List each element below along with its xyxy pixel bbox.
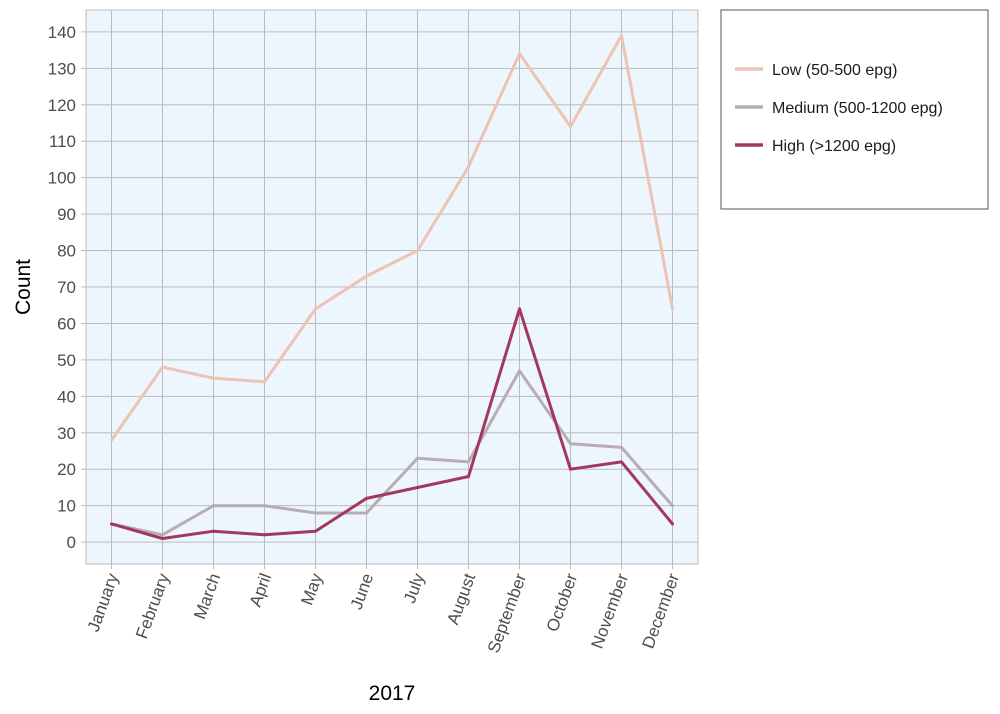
data-point [212, 376, 215, 380]
y-axis-ticks: 0 10 20 30 40 50 60 70 80 90 100 110 120 130 140 [48, 23, 86, 552]
y-tick-label: 140 [48, 23, 76, 42]
data-point [314, 511, 317, 515]
data-point [161, 533, 164, 537]
x-tick-label: April [246, 571, 275, 609]
y-tick-label: 60 [57, 314, 76, 333]
data-point [467, 165, 470, 169]
x-tick-label: March [190, 571, 224, 622]
series-line-0 [110, 34, 674, 442]
legend-label: Low (50-500 epg) [772, 62, 897, 79]
data-point [671, 522, 674, 526]
x-tick-label: October [543, 571, 582, 635]
data-point [569, 125, 572, 129]
data-point [467, 475, 470, 479]
data-point [365, 496, 368, 500]
x-tick-label: June [347, 571, 377, 612]
x-tick-label: May [297, 570, 326, 607]
data-point [569, 442, 572, 446]
y-tick-label: 80 [57, 242, 76, 261]
x-tick-label: December [639, 571, 684, 652]
x-axis-ticks: January February March April May June July Augu… [84, 564, 684, 656]
legend-label: High (>1200 epg) [772, 138, 896, 155]
data-point [416, 249, 419, 253]
y-tick-label: 110 [49, 132, 76, 151]
data-point [416, 485, 419, 489]
y-tick-label: 120 [48, 96, 76, 115]
data-point [518, 52, 521, 56]
data-point [110, 522, 113, 526]
legend-label: Medium (500-1200 epg) [772, 100, 943, 117]
data-point [620, 34, 623, 38]
x-axis-title: 2017 [369, 682, 416, 705]
y-tick-label: 50 [57, 351, 76, 370]
data-point [416, 456, 419, 460]
y-tick-label: 70 [57, 278, 76, 297]
series-lines [110, 34, 674, 540]
y-tick-label: 10 [57, 497, 76, 516]
legend-box [720, 9, 989, 210]
data-point [263, 533, 266, 537]
data-point [263, 380, 266, 384]
x-tick-label: January [84, 570, 123, 634]
data-point [161, 365, 164, 369]
x-tick-label: September [484, 571, 530, 656]
y-tick-label: 0 [67, 533, 76, 552]
y-tick-label: 20 [57, 460, 76, 479]
x-tick-label: February [132, 570, 173, 641]
data-point [161, 536, 164, 540]
y-tick-label: 40 [57, 387, 76, 406]
gridlines [86, 10, 698, 564]
data-point [620, 460, 623, 464]
x-tick-label: November [588, 571, 633, 652]
data-point [620, 445, 623, 449]
data-point [467, 460, 470, 464]
series-line-2 [110, 307, 674, 540]
y-tick-label: 30 [57, 424, 76, 443]
data-point [110, 438, 113, 442]
x-tick-label: July [400, 570, 428, 605]
data-point [569, 467, 572, 471]
data-point [671, 504, 674, 508]
y-axis-title: Count [12, 259, 35, 315]
data-point [314, 307, 317, 311]
y-tick-label: 100 [48, 169, 76, 188]
y-tick-label: 130 [48, 59, 76, 78]
data-point [365, 274, 368, 278]
data-point [671, 307, 674, 311]
y-tick-label: 90 [57, 205, 76, 224]
data-point [365, 511, 368, 515]
data-point [212, 504, 215, 508]
data-point [518, 307, 521, 311]
data-point [212, 529, 215, 533]
x-tick-label: August [443, 571, 479, 627]
data-point [314, 529, 317, 533]
series-line-1 [110, 369, 674, 537]
data-point [263, 504, 266, 508]
legend: Low (50-500 epg) Medium (500-1200 epg) Hig… [720, 9, 989, 210]
data-point [518, 369, 521, 373]
